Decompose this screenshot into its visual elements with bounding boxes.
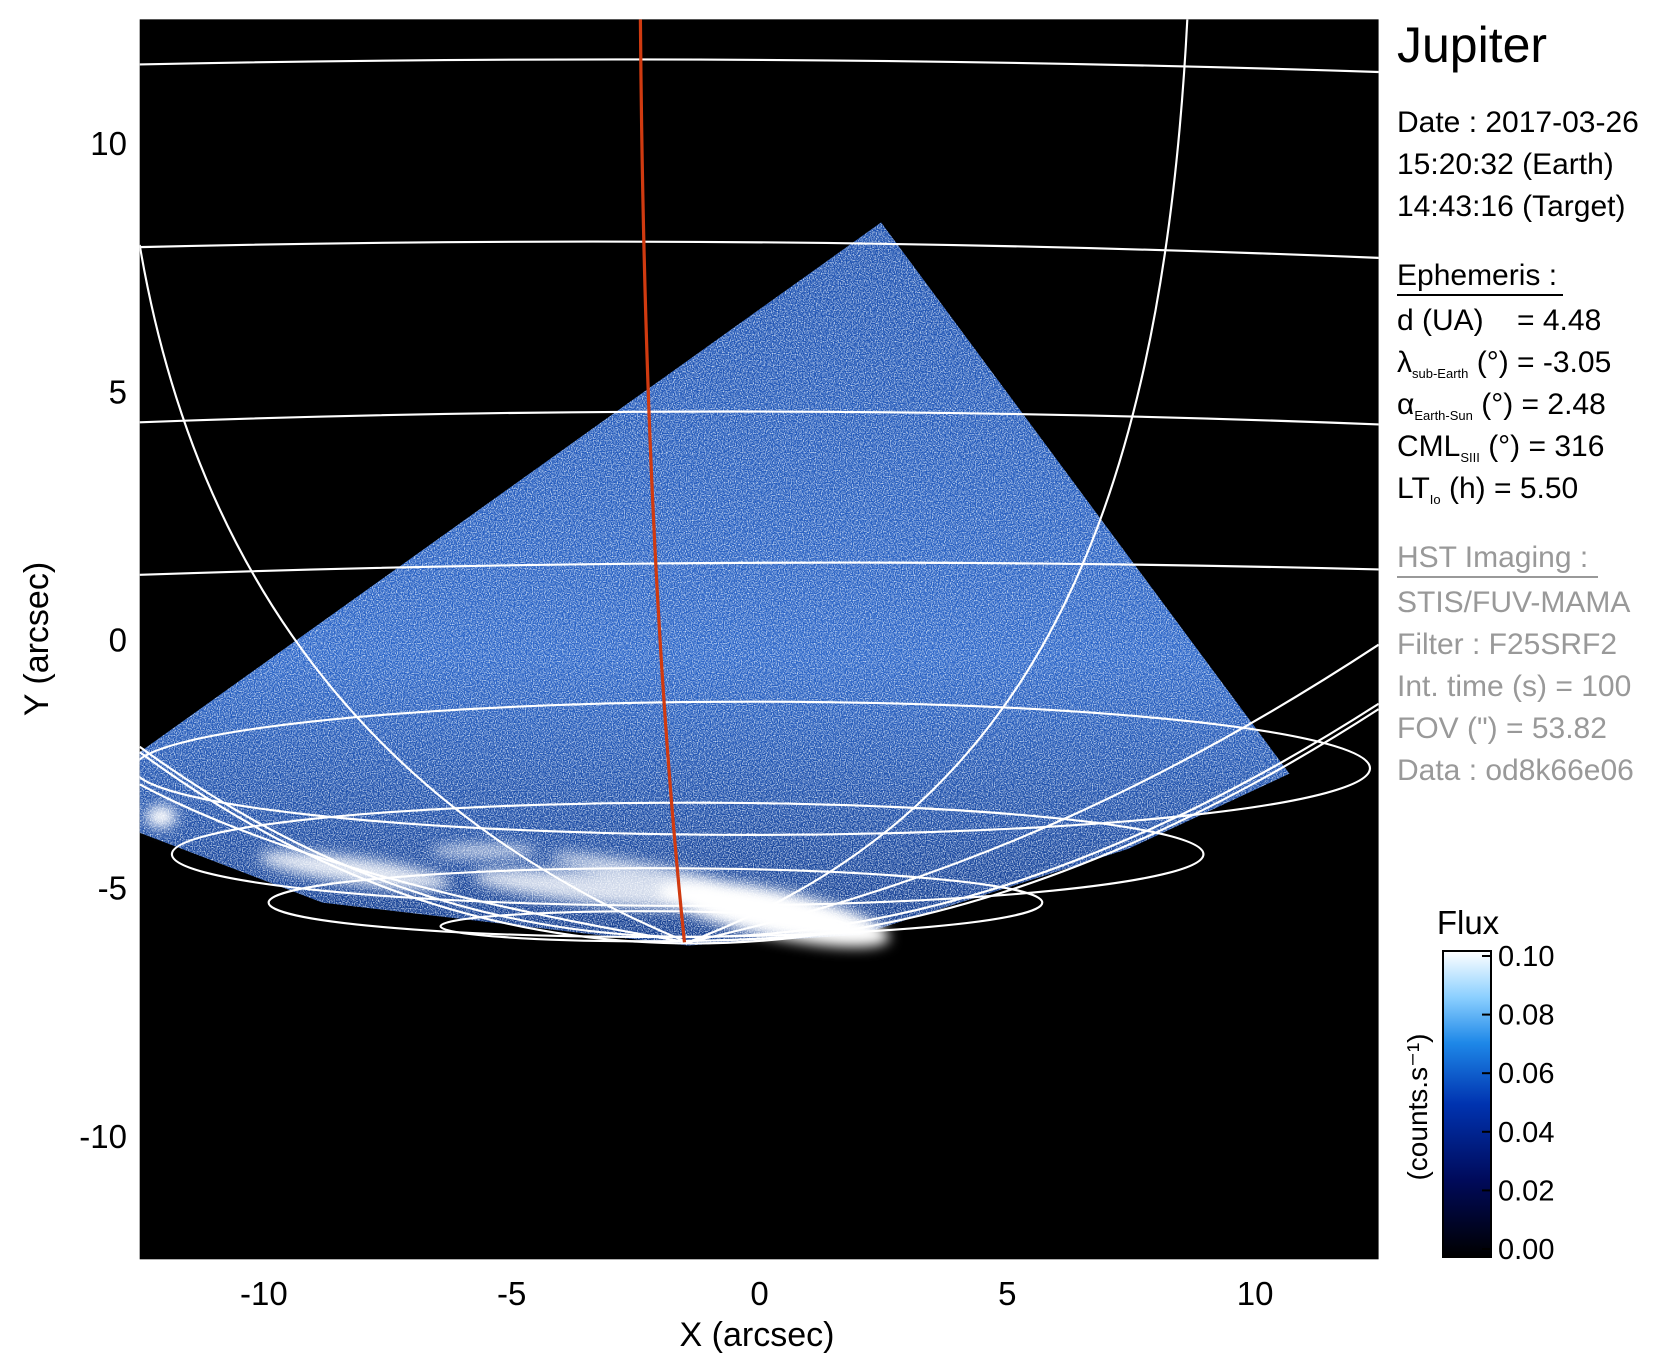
x-tick-label: 0 — [750, 1275, 768, 1312]
ephemeris-text: CML — [1397, 430, 1460, 463]
hst-item: Data : od8k66e06 — [1397, 754, 1634, 787]
x-tick-label: -5 — [497, 1275, 526, 1312]
aurora — [146, 805, 890, 948]
x-tick-label: 10 — [1237, 1275, 1274, 1312]
colorbar-tick-label: 0.08 — [1498, 1000, 1554, 1032]
colorbar-tick-label: 0.02 — [1498, 1175, 1554, 1207]
x-axis-label: X (arcsec) — [680, 1316, 835, 1354]
hst-item: STIS/FUV-MAMA — [1397, 586, 1630, 619]
y-tick-label: 0 — [109, 622, 127, 659]
ephemeris-text: (°) = 2.48 — [1473, 388, 1606, 421]
hst-item: Filter : F25SRF2 — [1397, 628, 1617, 661]
time: 14:43:16 (Target) — [1397, 190, 1625, 223]
y-tick-label: -5 — [98, 870, 127, 907]
emission-noise — [139, 222, 1290, 946]
colorbar-tick-label: 0.00 — [1498, 1234, 1554, 1266]
ephemeris-text: α — [1397, 388, 1414, 421]
ephemeris-item: λsub-Earth (°) = -3.05 — [1397, 346, 1611, 381]
colorbar-unit: (counts.s⁻¹) — [1402, 1033, 1433, 1180]
hst-item: Int. time (s) = 100 — [1397, 670, 1631, 703]
y-tick-label: -10 — [79, 1118, 127, 1155]
colorbar-title: Flux — [1437, 904, 1500, 941]
date: Date : 2017-03-26 — [1397, 106, 1639, 139]
section-title: HST Imaging : — [1397, 541, 1588, 574]
meridian — [638, 19, 687, 943]
ephemeris-item: LTIo (h) = 5.50 — [1397, 472, 1578, 507]
ephemeris-text: d (UA) = 4.48 — [1397, 304, 1601, 337]
hst-item: FOV (") = 53.82 — [1397, 712, 1607, 745]
ephemeris-item: CMLSIII (°) = 316 — [1397, 430, 1604, 465]
colorbar-tick-label: 0.06 — [1498, 1058, 1554, 1090]
y-tick-label: 10 — [90, 125, 127, 162]
ephemeris-text: LT — [1397, 472, 1430, 505]
ephemeris-subscript: SIII — [1460, 450, 1480, 465]
colorbar-tick-label: 0.04 — [1498, 1117, 1554, 1149]
ephemeris-text: (°) = 316 — [1480, 430, 1605, 463]
ephemeris-item: αEarth-Sun (°) = 2.48 — [1397, 388, 1606, 423]
colorbar — [1442, 950, 1492, 1258]
title: Jupiter — [1397, 17, 1547, 73]
ephemeris-text: (°) = -3.05 — [1468, 346, 1611, 379]
ephemeris-item: d (UA) = 4.48 — [1397, 304, 1601, 337]
ephemeris-subscript: sub-Earth — [1412, 366, 1468, 381]
grid-overlay — [139, 19, 1379, 945]
planet — [139, 19, 1379, 948]
ephemeris-text: λ — [1397, 346, 1412, 379]
time: 15:20:32 (Earth) — [1397, 148, 1614, 181]
y-tick-label: 5 — [109, 373, 127, 410]
ephemeris-text: (h) = 5.50 — [1441, 472, 1579, 505]
image-layer — [139, 19, 1379, 1260]
ephemeris-subscript: Earth-Sun — [1414, 408, 1473, 423]
x-tick-label: 5 — [998, 1275, 1016, 1312]
x-tick-label: -10 — [240, 1275, 288, 1312]
y-axis-label: Y (arcsec) — [18, 562, 56, 716]
section-title: Ephemeris : — [1397, 259, 1557, 292]
ephemeris-subscript: Io — [1430, 492, 1441, 507]
colorbar-tick-label: 0.10 — [1498, 941, 1554, 973]
